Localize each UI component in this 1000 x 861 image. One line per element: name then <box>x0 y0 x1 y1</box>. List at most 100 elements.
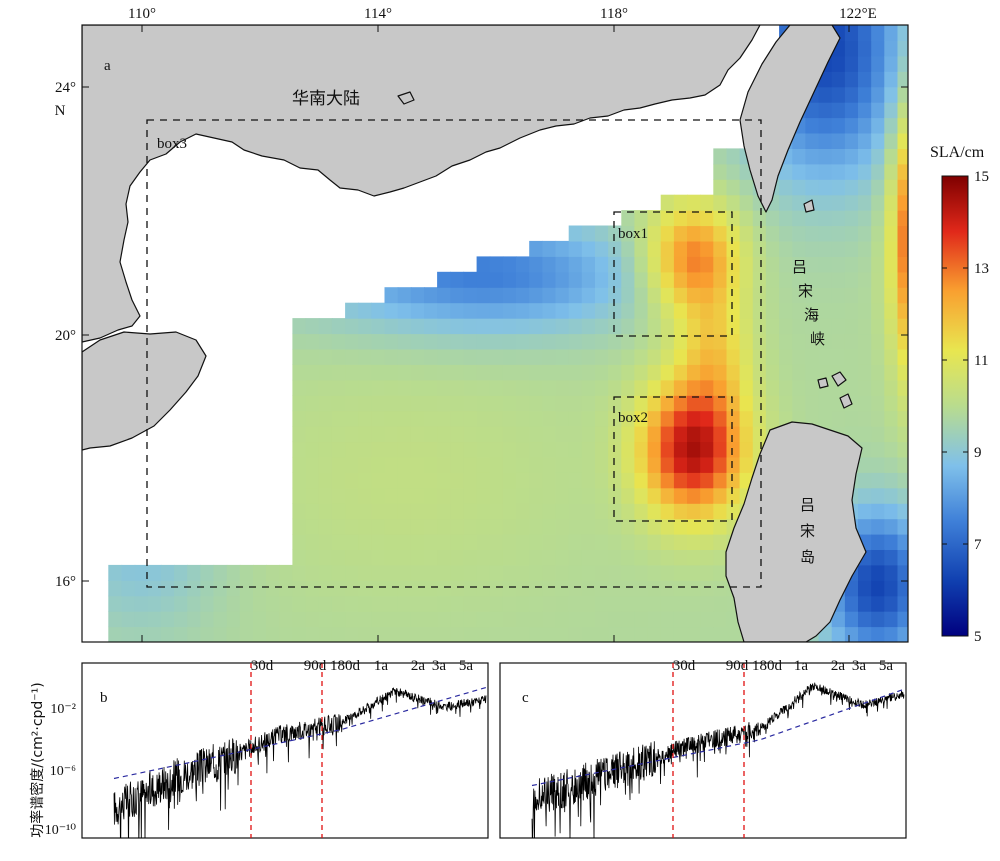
sla-cell <box>305 426 320 443</box>
y-tick-b-1: 10⁻² <box>50 702 76 717</box>
sla-cell <box>726 302 741 319</box>
sla-cell <box>673 240 688 257</box>
period-90d-b: 90d <box>304 658 327 674</box>
sla-cell <box>410 564 425 581</box>
strait-char-2: 宋 <box>798 283 813 300</box>
sla-cell <box>897 441 908 458</box>
sla-cell <box>687 318 701 335</box>
sla-cell <box>752 426 767 443</box>
sla-cell <box>700 564 714 581</box>
sla-cell <box>884 472 899 489</box>
sla-cell <box>871 318 885 335</box>
sla-cell <box>871 441 885 458</box>
sla-cell <box>713 348 728 365</box>
sla-cell <box>555 626 570 642</box>
sla-cell <box>437 626 451 642</box>
sla-cell <box>489 487 504 504</box>
sla-cell <box>779 348 793 365</box>
sla-cell <box>700 395 714 412</box>
sla-cell <box>424 426 438 443</box>
sla-cell <box>410 410 425 427</box>
sla-cell <box>424 302 438 319</box>
sla-cell <box>345 456 359 473</box>
sla-cell <box>568 318 583 335</box>
sla-cell <box>700 410 714 427</box>
sla-cell <box>476 379 491 396</box>
sla-cell <box>305 564 320 581</box>
sla-cell <box>713 580 728 597</box>
sla-cell <box>581 503 596 520</box>
sla-cell <box>884 395 899 412</box>
sla-cell <box>792 194 807 211</box>
sla-cell <box>871 133 885 149</box>
sla-cell <box>752 348 767 365</box>
sla-cell <box>371 318 386 335</box>
sla-cell <box>516 271 530 288</box>
sla-cell <box>739 210 754 227</box>
sla-cell <box>858 86 872 103</box>
sla-cell <box>358 441 372 458</box>
sla-cell <box>371 395 386 412</box>
sla-cell <box>700 225 714 242</box>
sla-cell <box>713 456 728 473</box>
sla-cell <box>476 611 491 628</box>
sla-cell <box>489 534 504 550</box>
sla-cell <box>581 487 596 504</box>
sla-cell <box>516 518 530 535</box>
sla-cell <box>858 71 872 88</box>
sla-cell <box>818 225 833 242</box>
sla-cell <box>858 133 872 149</box>
lon-tick-114: 114° <box>364 6 392 22</box>
island-char-1: 吕 <box>800 498 815 514</box>
sla-cell <box>673 456 688 473</box>
sla-cell <box>555 410 570 427</box>
sla-cell <box>687 271 701 288</box>
sla-cell <box>266 611 280 628</box>
sla-cell <box>831 117 846 134</box>
sla-cell <box>897 472 908 489</box>
sla-cell <box>818 133 833 149</box>
island-char-2: 宋 <box>800 523 815 540</box>
sla-cell <box>279 611 294 628</box>
box1-outline <box>613 211 733 337</box>
sla-cell <box>621 456 636 473</box>
sla-cell <box>397 456 412 473</box>
sla-cell <box>871 534 885 550</box>
sla-cell <box>331 364 346 381</box>
sla-cell <box>621 626 636 642</box>
sla-cell <box>437 333 451 350</box>
sla-cell <box>384 456 399 473</box>
sla-cell <box>371 472 386 489</box>
sla-cell <box>581 302 596 319</box>
sla-cell <box>608 549 622 566</box>
sla-cell <box>779 333 793 350</box>
sla-cell <box>542 395 557 412</box>
sla-cell <box>858 148 872 165</box>
islet-c <box>817 377 829 389</box>
sla-cell <box>318 580 333 597</box>
sla-cell <box>424 379 438 396</box>
sla-cell <box>844 40 859 57</box>
sla-cell <box>542 379 557 396</box>
sla-cell <box>805 302 820 319</box>
sla-cell <box>410 518 425 535</box>
sla-cell <box>752 225 767 242</box>
sla-cell <box>713 256 728 273</box>
sla-cell <box>700 626 714 642</box>
sla-cell <box>345 626 359 642</box>
sla-cell <box>345 302 359 319</box>
sla-cell <box>476 256 491 273</box>
sla-cell <box>884 611 899 628</box>
sla-cell <box>858 194 872 211</box>
sla-cell <box>831 102 846 119</box>
sla-cell <box>516 595 530 612</box>
sla-cell <box>437 379 451 396</box>
sla-cell <box>871 40 885 57</box>
sla-cell <box>371 564 386 581</box>
sla-cell <box>634 410 649 427</box>
sla-cell <box>568 302 583 319</box>
sla-cell <box>700 210 714 227</box>
sla-cell <box>463 302 478 319</box>
sla-cell <box>831 611 846 628</box>
sla-cell <box>647 472 662 489</box>
